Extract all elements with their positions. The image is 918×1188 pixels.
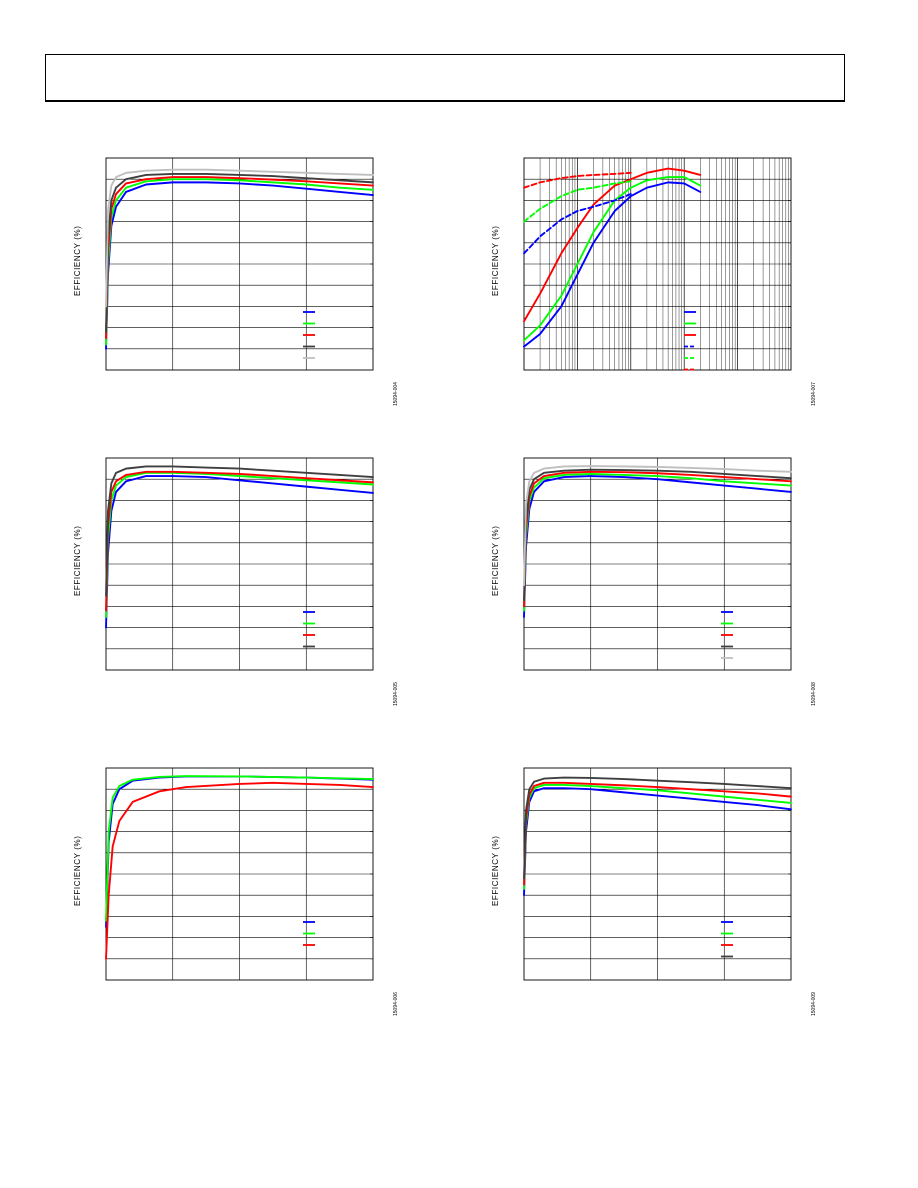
- y-axis-label: EFFICIENCY (%): [491, 526, 500, 596]
- series-line-3: [105, 781, 374, 960]
- legend: [721, 921, 733, 958]
- gridlines: [106, 158, 373, 370]
- series-line-6: [523, 171, 632, 189]
- legend: [303, 921, 315, 946]
- chart-bottom-right: EFFICIENCY (%) 15094-009: [488, 760, 828, 1016]
- chart-middle-right-svg: EFFICIENCY (%) 15094-008: [491, 457, 817, 706]
- chart-bottom-right-svg: EFFICIENCY (%) 15094-009: [491, 767, 817, 1016]
- chart-top-left: EFFICIENCY (%) 15094-004: [70, 150, 410, 406]
- legend: [684, 311, 696, 371]
- series-line-1: [523, 181, 702, 348]
- gridlines: [524, 458, 791, 670]
- gridlines: [106, 458, 373, 670]
- figure-id: 15094-007: [811, 382, 817, 406]
- series-line-4: [523, 193, 632, 255]
- chart-middle-left: EFFICIENCY (%) 15094-005: [70, 450, 410, 706]
- series-line-2: [105, 775, 374, 922]
- y-axis-label: EFFICIENCY (%): [73, 226, 82, 296]
- legend: [303, 311, 315, 359]
- y-axis-label: EFFICIENCY (%): [491, 226, 500, 296]
- y-axis-label: EFFICIENCY (%): [73, 526, 82, 596]
- plot-frame: [105, 767, 374, 981]
- series-line-3: [523, 167, 702, 323]
- series-line-4: [523, 776, 792, 880]
- series-line-4: [105, 172, 374, 333]
- chart-bottom-left-svg: EFFICIENCY (%) 15094-006: [73, 767, 399, 1016]
- legend: [721, 611, 733, 659]
- gridlines: [524, 158, 791, 370]
- figure-id: 15094-005: [393, 682, 399, 706]
- figure-id: 15094-004: [393, 382, 399, 406]
- y-axis-label: EFFICIENCY (%): [73, 836, 82, 906]
- page-header-box: [45, 54, 845, 102]
- chart-top-left-svg: EFFICIENCY (%) 15094-004: [73, 157, 399, 406]
- chart-top-right-svg: EFFICIENCY (%) 15094-007: [491, 157, 817, 406]
- series-line-5: [523, 465, 792, 587]
- chart-top-right: EFFICIENCY (%) 15094-007: [488, 150, 828, 406]
- series-line-5: [105, 168, 374, 308]
- figure-id: 15094-008: [811, 682, 817, 706]
- chart-middle-right: EFFICIENCY (%) 15094-008: [488, 450, 828, 706]
- gridlines: [106, 768, 373, 980]
- series-line-4: [523, 468, 792, 601]
- y-axis-label: EFFICIENCY (%): [491, 836, 500, 906]
- legend: [303, 611, 315, 648]
- chart-middle-left-svg: EFFICIENCY (%) 15094-005: [73, 457, 399, 706]
- chart-bottom-left: EFFICIENCY (%) 15094-006: [70, 760, 410, 1016]
- figure-id: 15094-006: [393, 992, 399, 1016]
- series-line-5: [523, 180, 632, 223]
- series-line-4: [105, 465, 374, 597]
- figure-id: 15094-009: [811, 992, 817, 1016]
- plot-frame: [523, 157, 792, 371]
- series-line-3: [105, 470, 374, 612]
